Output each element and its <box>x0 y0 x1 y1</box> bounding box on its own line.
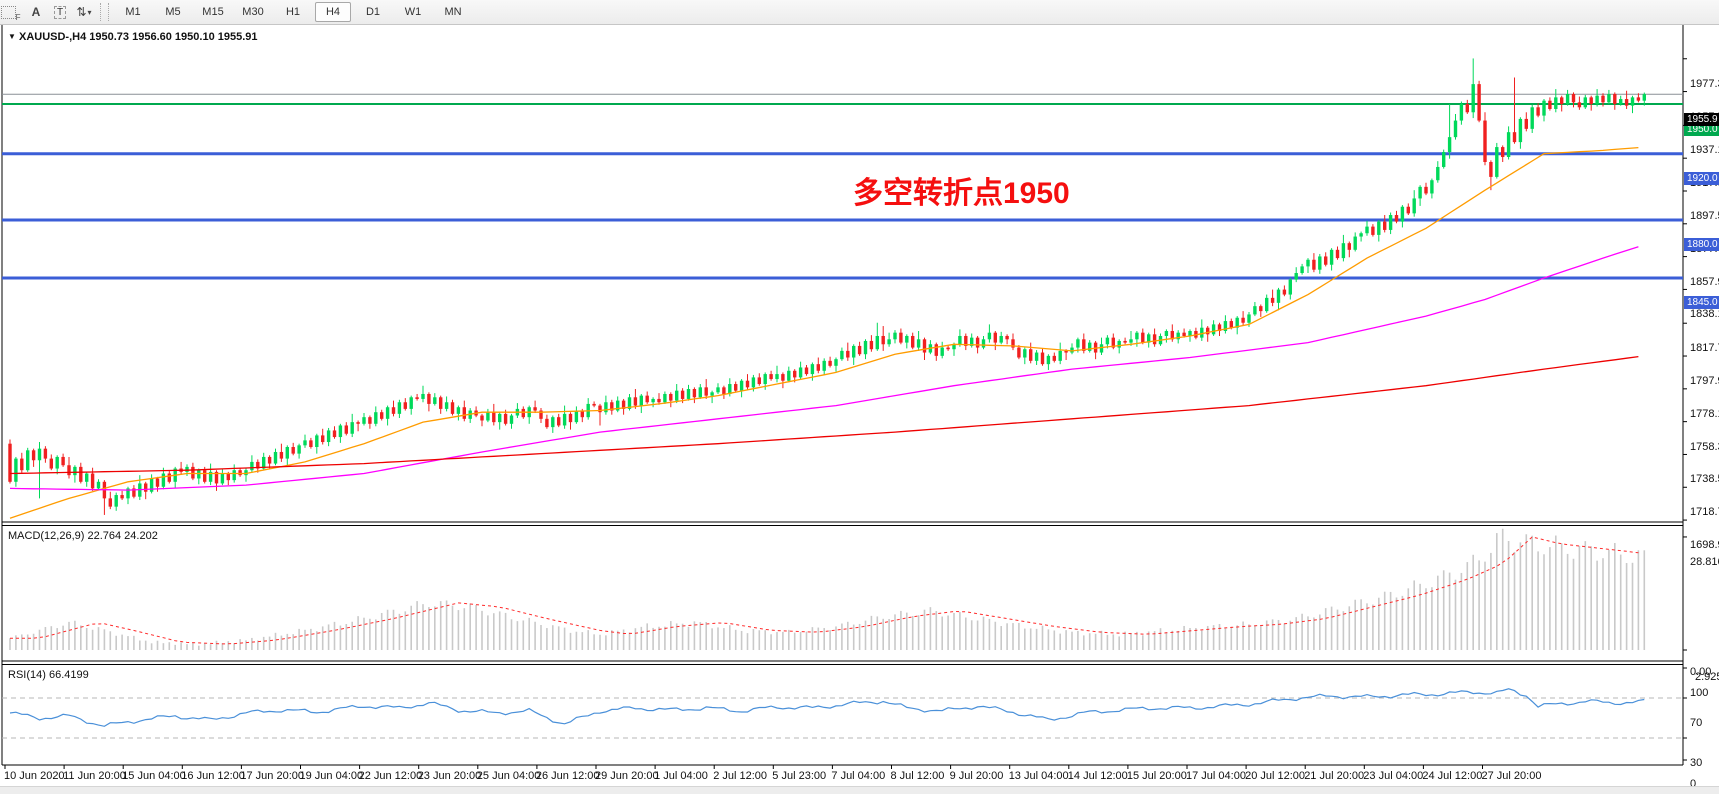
dotted-grid-icon[interactable]: F <box>0 2 23 22</box>
dropdown-caret-icon[interactable]: ▾ <box>87 7 92 17</box>
rsi-tick-label: 0 <box>1690 778 1697 790</box>
macd-indicator-label: MACD(12,26,9) 22.764 24.202 <box>8 530 158 542</box>
time-axis-label: 13 Jul 04:00 <box>1008 770 1069 782</box>
chart-area[interactable]: ▼ XAUUSD-,H4 1950.73 1956.60 1950.10 195… <box>0 25 1719 793</box>
macd-zero-label: 0.00 <box>1690 666 1712 678</box>
time-axis-label: 2 Jul 12:00 <box>713 770 768 782</box>
time-axis-label: 16 Jun 12:00 <box>181 770 245 782</box>
timeframe-button-m30[interactable]: M30 <box>242 6 264 18</box>
symbol-period-label: XAUUSD-,H4 <box>18 31 87 43</box>
timeframe-button-w1[interactable]: W1 <box>404 6 422 18</box>
time-axis-label: 27 Jul 20:00 <box>1481 770 1542 782</box>
time-axis-label: 14 Jul 12:00 <box>1067 770 1128 782</box>
time-axis-label: 15 Jun 04:00 <box>122 770 186 782</box>
time-axis-label: 9 Jul 20:00 <box>949 770 1004 782</box>
price-tick-label: 1698.9 <box>1690 539 1719 552</box>
toolbar-separator <box>100 3 109 21</box>
time-axis-label: 20 Jul 12:00 <box>1245 770 1306 782</box>
rsi-indicator-label: RSI(14) 66.4199 <box>8 669 89 681</box>
time-axis-label: 29 Jun 20:00 <box>595 770 659 782</box>
timeframe-button-m1[interactable]: M1 <box>125 6 141 18</box>
time-axis-label: 23 Jul 04:00 <box>1363 770 1424 782</box>
insert-text-icon[interactable]: A <box>31 5 41 19</box>
timeframe-button-mn[interactable]: MN <box>444 6 462 18</box>
macd-max-label: 28.816 <box>1690 555 1719 568</box>
timeframe-button-h1[interactable]: H1 <box>285 6 301 18</box>
draw-arrows-icon[interactable]: ⇅ ▾ <box>76 5 92 19</box>
timeframe-button-h4[interactable]: H4 <box>315 2 351 22</box>
price-tick-label: 1817.7 <box>1690 342 1719 355</box>
collapse-triangle-icon[interactable]: ▼ <box>8 32 16 41</box>
price-tick-label: 1937.1 <box>1690 144 1719 157</box>
time-axis-label: 26 Jun 12:00 <box>535 770 600 782</box>
time-axis-label: 11 Jun 20:00 <box>63 770 126 782</box>
price-tick-label: 1897.5 <box>1690 209 1719 222</box>
timeframe-button-m5[interactable]: M5 <box>165 6 181 18</box>
chart-title: ▼ XAUUSD-,H4 1950.73 1956.60 1950.10 195… <box>8 31 258 43</box>
time-axis-label: 17 Jun 20:00 <box>240 770 305 782</box>
ohlc-values: 1950.73 1956.60 1950.10 1955.91 <box>89 31 258 43</box>
timeframe-button-m15[interactable]: M15 <box>202 6 224 18</box>
level-price-tag: 1920.0 <box>1684 172 1719 186</box>
toolbar: F A T ⇅ ▾ M1 M5 M15 M30 H1 H4 D1 W1 MN <box>0 0 1719 25</box>
time-axis-label: 5 Jul 23:00 <box>772 770 827 782</box>
level-price-tag: 1845.0 <box>1684 296 1719 310</box>
window-bottom-edge <box>0 786 1719 794</box>
level-price-tag: 1880.0 <box>1684 238 1719 252</box>
time-axis-label: 15 Jul 20:00 <box>1126 770 1187 782</box>
rsi-tick-label: 30 <box>1690 757 1703 769</box>
time-axis-label: 21 Jul 20:00 <box>1304 770 1365 782</box>
time-axis-label: 7 Jul 04:00 <box>831 770 886 782</box>
timeframe-button-d1[interactable]: D1 <box>365 6 381 18</box>
chart-canvas[interactable] <box>0 25 1719 793</box>
macd-min-label: 2.925 <box>1695 671 1719 683</box>
text-label-icon[interactable]: T <box>49 2 71 22</box>
time-axis-label: 8 Jul 12:00 <box>890 770 945 782</box>
price-tick-label: 1758.3 <box>1690 440 1719 453</box>
price-tick-label: 1778.1 <box>1690 407 1719 420</box>
level-price-tag: 1950.0 <box>1684 122 1719 136</box>
rsi-tick-label: 100 <box>1690 687 1709 699</box>
price-tick-label: 1738.5 <box>1690 473 1719 486</box>
price-tick-label: 1797.9 <box>1690 375 1719 388</box>
price-tick-label: 1857.9 <box>1690 275 1719 288</box>
chart-annotation-text: 多空转折点1950 <box>853 177 1070 210</box>
time-axis-label: 19 Jun 04:00 <box>299 770 364 782</box>
price-tick-label: 1977.3 <box>1690 77 1719 90</box>
price-tick-label: 1718.7 <box>1690 506 1719 519</box>
price-tick-label: 1838.1 <box>1690 308 1719 321</box>
rsi-tick-label: 70 <box>1690 717 1703 729</box>
current-price-tag: 1955.9 <box>1684 112 1719 126</box>
time-axis-label: 10 Jun 2020 <box>4 770 65 782</box>
time-axis-label: 25 Jun 04:00 <box>476 770 541 782</box>
time-axis-label: 1 Jul 04:00 <box>654 770 708 782</box>
time-axis-label: 22 Jun 12:00 <box>358 770 423 782</box>
timeframe-button-group: M1 M5 M15 M30 H1 H4 D1 W1 MN <box>113 2 473 22</box>
time-axis-label: 24 Jul 12:00 <box>1422 770 1483 782</box>
time-axis-label: 23 Jun 20:00 <box>417 770 482 782</box>
time-axis-label: 17 Jul 04:00 <box>1186 770 1246 782</box>
